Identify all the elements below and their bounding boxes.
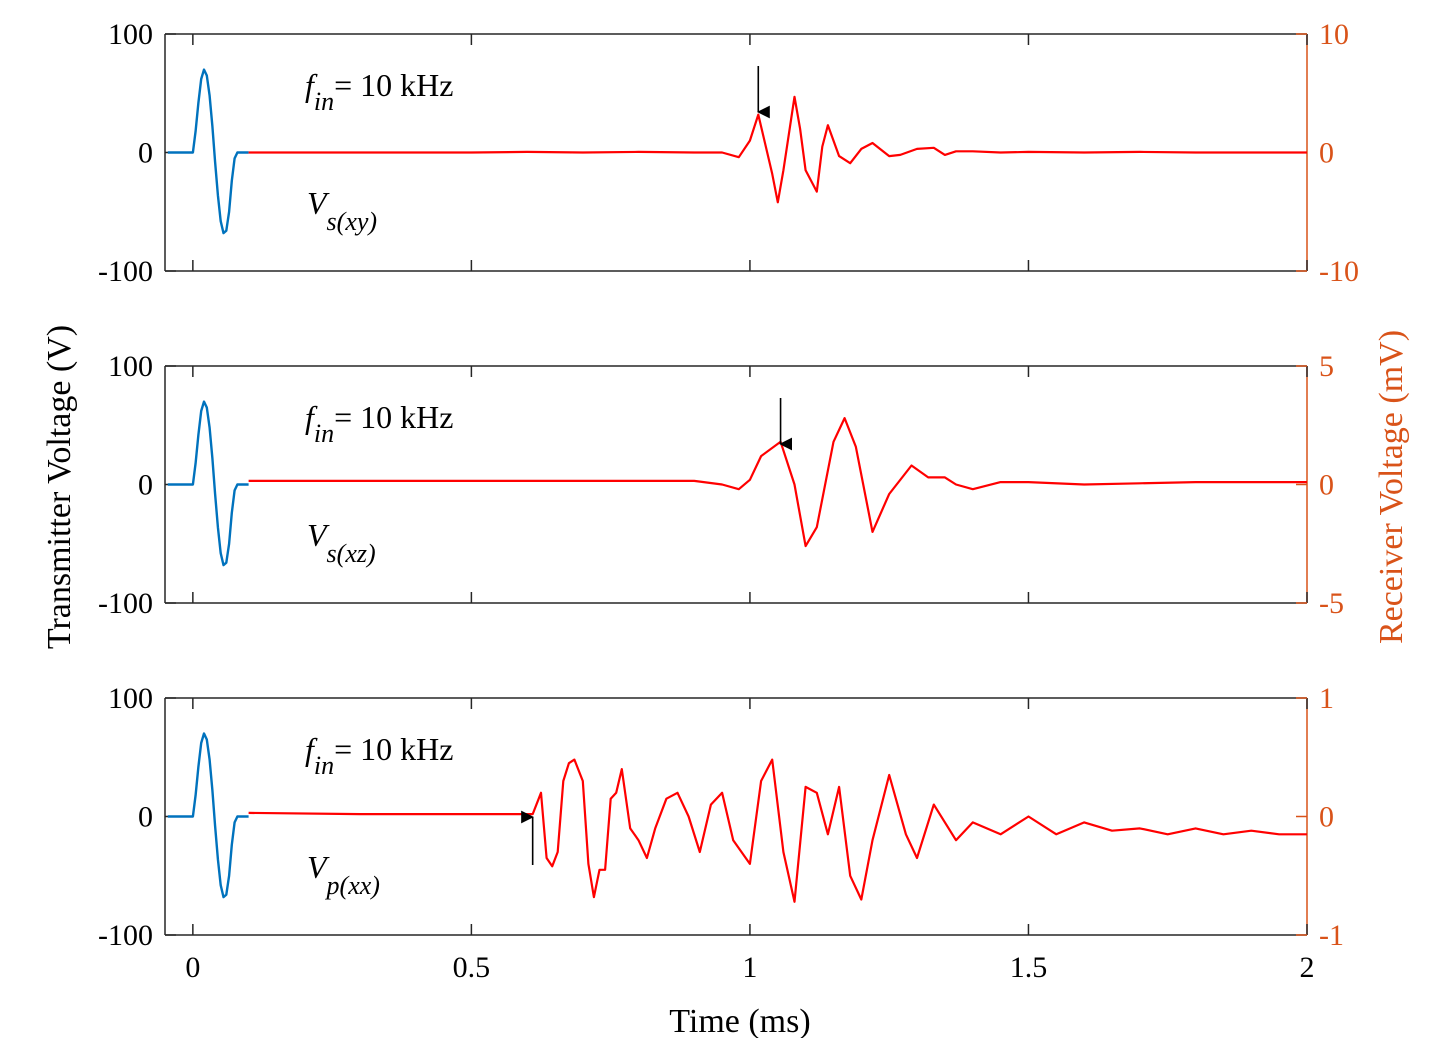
right-tick-label: -1 <box>1319 919 1344 952</box>
transmitter-series <box>167 732 249 899</box>
frequency-annotation: fin= 10 kHz <box>305 399 453 448</box>
chart-panel-2: 100 0 -100 5 0 -5 fin= 10 kHz Vs(xz) <box>98 350 1344 620</box>
right-tick-label: -10 <box>1319 255 1359 288</box>
left-tick-label: 100 <box>108 682 153 715</box>
velocity-annotation: Vp(xx) <box>307 849 380 900</box>
right-tick-label: 0 <box>1319 801 1334 834</box>
receiver-series <box>248 417 1307 548</box>
x-tick-label: 0.5 <box>453 951 491 984</box>
x-axis-label: Time (ms) <box>669 1003 810 1038</box>
receiver-series <box>248 758 1307 903</box>
x-tick-label: 2 <box>1300 951 1315 984</box>
x-tick-label: 0 <box>185 951 200 984</box>
x-tick-label: 1 <box>742 951 757 984</box>
x-tick-label: 1.5 <box>1010 951 1048 984</box>
velocity-annotation: Vs(xz) <box>307 517 376 568</box>
left-tick-label: -100 <box>98 587 153 620</box>
left-tick-label: -100 <box>98 255 153 288</box>
right-tick-label: 5 <box>1319 350 1334 383</box>
right-tick-label: 1 <box>1319 682 1334 715</box>
left-axis-label: Transmitter Voltage (V) <box>41 325 78 649</box>
chart-panel-3: 100 0 -100 1 0 -1 fin= 10 kHz Vp(xx) 0 0.5 1 1.5 2 <box>98 682 1344 984</box>
frequency-annotation: fin= 10 kHz <box>305 67 453 116</box>
left-tick-label: 0 <box>138 469 153 502</box>
transmitter-series <box>167 68 249 235</box>
left-tick-label: 0 <box>138 801 153 834</box>
right-axis-label: Receiver Voltage (mV) <box>1373 330 1410 644</box>
velocity-annotation: Vs(xy) <box>307 185 377 236</box>
left-tick-label: 100 <box>108 18 153 51</box>
right-tick-label: 0 <box>1319 137 1334 170</box>
left-tick-label: 100 <box>108 350 153 383</box>
right-tick-label: 10 <box>1319 18 1349 51</box>
transmitter-series <box>167 400 249 567</box>
right-tick-label: -5 <box>1319 587 1344 620</box>
left-tick-label: -100 <box>98 919 153 952</box>
receiver-series <box>248 95 1307 204</box>
left-tick-label: 0 <box>138 137 153 170</box>
right-tick-label: 0 <box>1319 469 1334 502</box>
frequency-annotation: fin= 10 kHz <box>305 731 453 780</box>
